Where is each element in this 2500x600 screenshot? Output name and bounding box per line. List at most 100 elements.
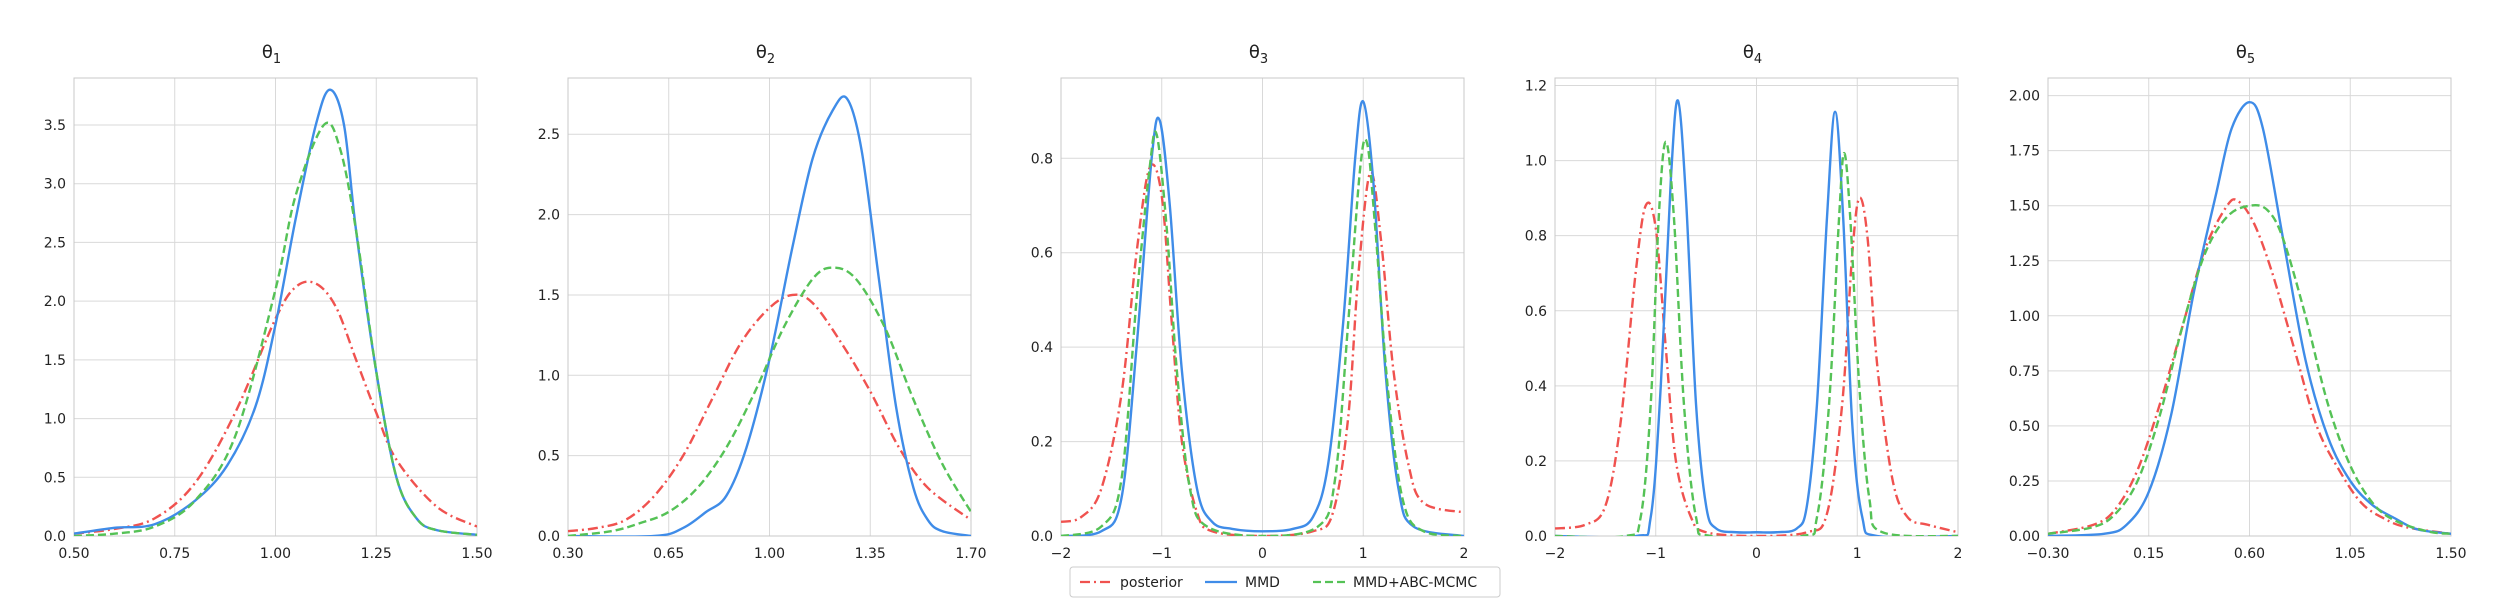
y-tick-label: 2.00	[2009, 89, 2040, 105]
x-tick-label: 2	[1460, 546, 1469, 562]
legend-mmd-label: MMD	[1245, 575, 1280, 591]
subplot-title-symbol: θ	[1249, 42, 1260, 63]
legend-posterior-label: posterior	[1120, 575, 1183, 591]
x-tick-label: 0	[1752, 546, 1761, 562]
y-tick-label: 0.0	[44, 529, 66, 545]
subplot-title: θ5	[2236, 42, 2255, 67]
x-tick-label: 0.15	[2133, 546, 2164, 562]
subplot-title-symbol: θ	[262, 42, 273, 63]
x-tick-label: 1	[1853, 546, 1862, 562]
y-tick-label: 1.00	[2009, 309, 2040, 325]
subplot-title-subscript: 2	[767, 52, 775, 67]
series-line-mmd	[1061, 100, 1464, 536]
subplot-title: θ4	[1743, 42, 1762, 67]
x-tick-label: 0.30	[552, 546, 583, 562]
y-tick-label: 1.5	[44, 353, 66, 369]
x-tick-label: −1	[1151, 546, 1172, 562]
y-tick-label: 2.5	[538, 127, 560, 143]
x-tick-label: 0.65	[653, 546, 684, 562]
y-tick-label: 0.0	[1031, 529, 1053, 545]
y-tick-label: 1.0	[1525, 154, 1547, 170]
series-line-mmd-abc	[1555, 140, 1958, 536]
x-tick-label: 1.00	[260, 546, 291, 562]
legend-mmd-abc-label: MMD+ABC-MCMC	[1353, 575, 1477, 591]
y-tick-label: 0.4	[1031, 340, 1053, 356]
series-line-posterior	[1555, 196, 1958, 536]
y-tick-label: 1.50	[2009, 199, 2040, 215]
subplot-title-symbol: θ	[756, 42, 767, 63]
y-tick-label: 0.00	[2009, 529, 2040, 545]
y-tick-label: 0.5	[44, 470, 66, 486]
subplot-title-symbol: θ	[2236, 42, 2247, 63]
plot-frame	[73, 77, 478, 537]
y-tick-label: 0.0	[538, 529, 560, 545]
x-tick-label: 1.00	[754, 546, 785, 562]
x-tick-label: 2	[1954, 546, 1963, 562]
subplots: 0.50 0.75 1.00 1.25 1.500.00.51.01.52.02.53.…	[44, 42, 2467, 562]
y-tick-label: 0.25	[2009, 474, 2040, 490]
x-tick-label: −2	[1545, 546, 1566, 562]
y-tick-label: 1.2	[1525, 79, 1547, 95]
subplot-4: −2 −1 0 1 2 0.0 0.2 0.4 0.6 0.8 1.0 1.2 θ4	[1525, 42, 1963, 562]
plot-frame	[567, 77, 972, 537]
series-line-mmd-abc	[568, 266, 971, 536]
x-tick-label: −0.30	[2027, 546, 2070, 562]
x-tick-label: 0.60	[2234, 546, 2265, 562]
subplot-3: −2 −1 0 1 2 0.0 0.2 0.4 0.6 0.8 θ3	[1031, 42, 1469, 562]
subplot-title-subscript: 4	[1754, 52, 1762, 67]
y-tick-label: 0.6	[1031, 246, 1053, 262]
x-tick-label: 1.50	[2435, 546, 2466, 562]
x-tick-label: 0	[1258, 546, 1267, 562]
subplot-title-subscript: 3	[1260, 52, 1268, 67]
x-tick-label: 0.50	[58, 546, 89, 562]
y-tick-label: 0.5	[538, 449, 560, 465]
series-line-mmd	[568, 95, 971, 536]
subplot-title: θ2	[756, 42, 775, 67]
series-line-posterior	[568, 293, 971, 533]
subplot-1: 0.50 0.75 1.00 1.25 1.50 0.0 0.5 1.0 1.5 2.0 2.5 3.…	[44, 42, 493, 562]
y-tick-label: 1.25	[2009, 254, 2040, 270]
subplot-title-subscript: 5	[2247, 52, 2255, 67]
series-line-mmd	[1555, 99, 1958, 536]
y-tick-label: 2.0	[44, 294, 66, 310]
series-line-mmd	[74, 88, 477, 536]
legend: posterior MMD MMD+ABC-MCMC	[1069, 566, 1501, 598]
y-tick-label: 0.2	[1525, 454, 1547, 470]
y-tick-label: 0.50	[2009, 419, 2040, 435]
subplot-title-subscript: 1	[273, 52, 281, 67]
x-tick-label: 0.75	[159, 546, 190, 562]
y-tick-label: 0.2	[1031, 435, 1053, 451]
series-line-mmd	[2048, 101, 2451, 536]
x-tick-label: 1	[1359, 546, 1368, 562]
y-tick-label: 1.0	[538, 368, 560, 384]
series-line-mmd-abc	[2048, 203, 2451, 535]
y-tick-label: 0.75	[2009, 364, 2040, 380]
subplot-2: 0.30 0.65 1.00 1.35 1.70 0.0 0.5 1.0 1.5 2.0 2.5 θ2	[538, 42, 987, 562]
x-tick-label: −1	[1645, 546, 1666, 562]
subplot-title: θ3	[1249, 42, 1268, 67]
x-tick-label: 1.70	[955, 546, 986, 562]
y-tick-label: 3.0	[44, 177, 66, 193]
subplot-title: θ1	[262, 42, 281, 67]
legend-box	[1069, 566, 1501, 598]
y-tick-label: 1.75	[2009, 144, 2040, 160]
subplot-5: −0.30 0.15 0.60 1.05 1.50 0.00 0.25 0.50 0.75 1.0…	[2009, 42, 2467, 562]
subplot-title-symbol: θ	[1743, 42, 1754, 63]
y-tick-label: 2.5	[44, 235, 66, 251]
y-tick-label: 2.0	[538, 208, 560, 224]
series-line-posterior	[1061, 163, 1464, 536]
y-tick-label: 0.8	[1525, 229, 1547, 245]
y-tick-label: 0.0	[1525, 529, 1547, 545]
plot-frame	[2047, 77, 2452, 537]
y-tick-label: 1.0	[44, 412, 66, 428]
x-tick-label: 1.05	[2335, 546, 2366, 562]
x-tick-label: 1.35	[855, 546, 886, 562]
y-tick-label: 3.5	[44, 118, 66, 134]
x-tick-label: 1.25	[361, 546, 392, 562]
y-tick-label: 1.5	[538, 288, 560, 304]
series-line-mmd-abc	[1061, 130, 1464, 536]
x-tick-label: −2	[1051, 546, 1072, 562]
series-line-mmd-abc	[74, 121, 477, 536]
y-tick-label: 0.6	[1525, 304, 1547, 320]
